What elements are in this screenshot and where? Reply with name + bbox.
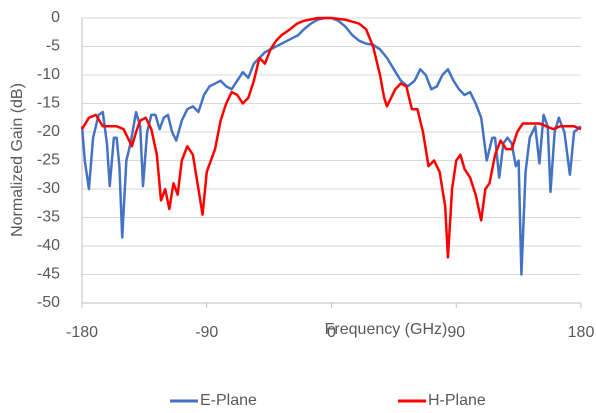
x-tick-label: 90 (447, 324, 465, 341)
x-tick-label: 180 (568, 324, 595, 341)
y-tick-label: -35 (37, 209, 60, 226)
x-tick-label: -90 (195, 324, 218, 341)
y-tick-label: -45 (37, 266, 60, 283)
y-tick-label: -15 (37, 95, 60, 112)
y-tick-label: -25 (37, 152, 60, 169)
x-tick-label: 0 (327, 324, 336, 341)
y-axis-label: Normalized Gain (dB) (9, 83, 26, 237)
x-axis-label: Frequency (GHz) (325, 321, 448, 338)
y-tick-label: -10 (37, 66, 60, 83)
y-tick-label: -50 (37, 294, 60, 311)
y-tick-label: -20 (37, 123, 60, 140)
y-tick-label: 0 (51, 9, 60, 26)
x-tick-label: -180 (66, 324, 98, 341)
series-line (80, 16, 582, 276)
y-tick-label: -5 (46, 38, 60, 55)
legend-label: H-Plane (428, 392, 486, 409)
legend-label: E-Plane (200, 392, 257, 409)
series-line (80, 16, 582, 259)
y-tick-label: -30 (37, 180, 60, 197)
y-tick-label: -40 (37, 237, 60, 254)
